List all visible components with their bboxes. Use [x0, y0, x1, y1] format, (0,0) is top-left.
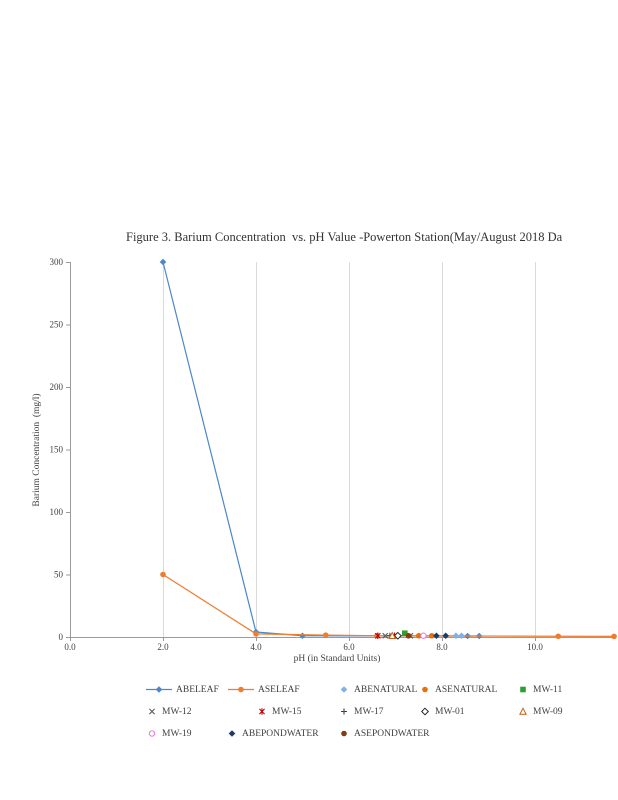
- star-marker-icon: [374, 632, 381, 639]
- x-axis-title: pH (in Standard Units): [293, 654, 381, 664]
- circle-marker-icon: [415, 632, 422, 639]
- circle-marker-icon: [253, 631, 259, 637]
- diamond-marker-icon: [159, 258, 167, 266]
- circle-marker-icon: [322, 632, 329, 638]
- diamond-marker-icon: [299, 632, 306, 640]
- series-line-aseleaf: [162, 573, 615, 637]
- chart-title: Figure 3. Barium Concentration vs. pH Va…: [126, 230, 563, 244]
- x-tick-label: 10.0: [527, 642, 543, 652]
- circle-marker-icon: [555, 633, 562, 640]
- circle-marker-icon: [611, 633, 617, 640]
- diamond-marker-icon: [452, 632, 460, 640]
- y-tick-label: 250: [50, 320, 64, 330]
- diamond-marker-icon: [442, 632, 450, 640]
- diamond-open-marker-icon: [393, 631, 402, 640]
- x-tick-label: 2.0: [157, 642, 169, 652]
- circle-marker-icon: [428, 632, 435, 639]
- circle-marker-icon: [160, 571, 166, 578]
- diamond-marker-icon: [433, 632, 440, 640]
- y-tick-label: 50: [54, 570, 64, 580]
- y-tick-label: 100: [50, 507, 64, 517]
- y-tick-label: 200: [50, 382, 64, 392]
- y-tick-label: 0: [59, 632, 64, 642]
- series-line-abeleaf: [162, 261, 480, 637]
- circle-open-marker-icon: [420, 632, 427, 639]
- square-marker-icon: [402, 630, 408, 637]
- circle-marker-icon: [374, 632, 380, 639]
- diamond-marker-icon: [458, 632, 465, 640]
- y-tick-label: 150: [50, 445, 64, 455]
- x-tick-label: 4.0: [250, 642, 262, 652]
- plot-area: 0.0 2.0 4.0 6.0 8.0 10.0 0 50 100 150 200 250 300: [50, 257, 617, 652]
- y-tick-label: 300: [50, 257, 64, 267]
- x-marker-icon: [382, 632, 389, 639]
- x-tick-label: 0.0: [64, 642, 76, 652]
- circle-marker-icon: [405, 632, 412, 639]
- x-tick-label: 8.0: [436, 642, 448, 652]
- x-tick-label: 6.0: [343, 642, 355, 652]
- triangle-open-marker-icon: [388, 631, 397, 639]
